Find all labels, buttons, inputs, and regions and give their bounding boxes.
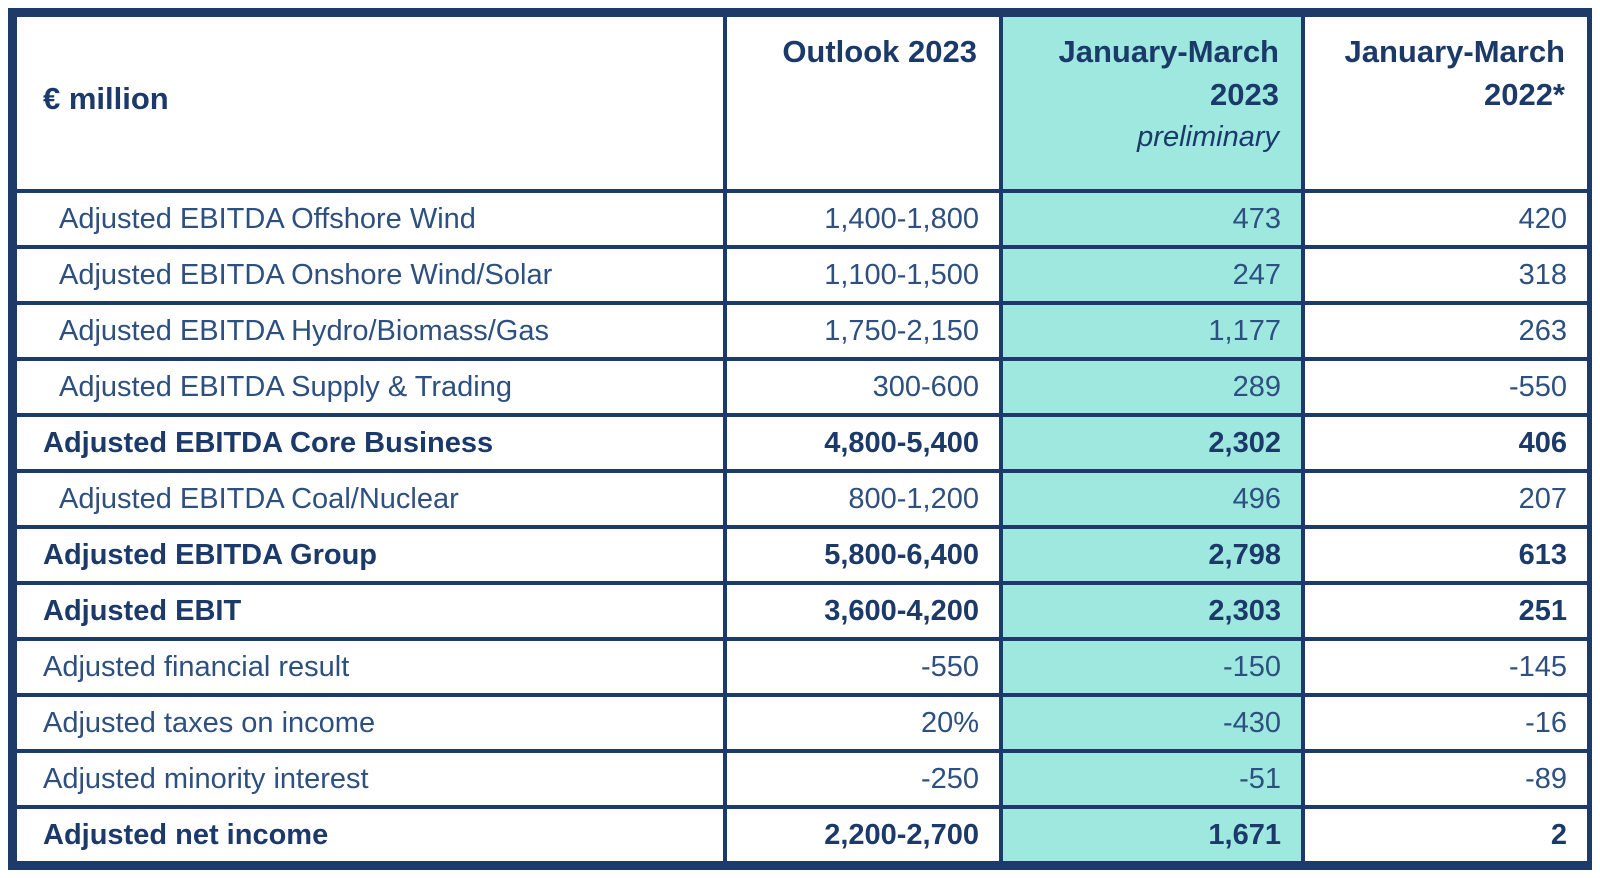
jan-mar-2023-preliminary-value: -150 — [999, 637, 1305, 697]
jan-mar-2023-preliminary-value: 496 — [999, 469, 1305, 529]
jan-mar-2022-value: 251 — [1301, 581, 1591, 641]
row-label: Adjusted EBITDA Group — [13, 525, 727, 585]
jan-mar-2022-value: 263 — [1301, 301, 1591, 361]
jan-mar-2023-preliminary-value: 1,177 — [999, 301, 1305, 361]
jan-mar-2022-value: 318 — [1301, 245, 1591, 305]
column-header-preliminary-note: preliminary — [1137, 120, 1279, 153]
outlook-2023-value: 1,750-2,150 — [723, 301, 1003, 361]
table-row: Adjusted EBITDA Core Business 4,800-5,40… — [13, 413, 1591, 473]
outlook-2023-value: 1,100-1,500 — [723, 245, 1003, 305]
table-header: € million Outlook 2023 January-March 202… — [13, 13, 1591, 193]
column-header-outlook-2023-label: Outlook 2023 — [782, 34, 977, 69]
outlook-2023-value: 2,200-2,700 — [723, 805, 1003, 865]
header-row: € million Outlook 2023 January-March 202… — [13, 13, 1591, 193]
column-header-jan-mar-2022: January-March 2022* — [1301, 13, 1591, 193]
row-label: Adjusted EBITDA Coal/Nuclear — [13, 469, 727, 529]
jan-mar-2022-value: 406 — [1301, 413, 1591, 473]
jan-mar-2022-value: -89 — [1301, 749, 1591, 809]
row-label: Adjusted EBITDA Offshore Wind — [13, 189, 727, 249]
jan-mar-2022-value: 207 — [1301, 469, 1591, 529]
table-row: Adjusted EBIT 3,600-4,200 2,303 251 — [13, 581, 1591, 641]
table-row: Adjusted EBITDA Group 5,800-6,400 2,798 … — [13, 525, 1591, 585]
row-label: Adjusted minority interest — [13, 749, 727, 809]
financial-results-table: € million Outlook 2023 January-March 202… — [13, 13, 1591, 865]
outlook-2023-value: 4,800-5,400 — [723, 413, 1003, 473]
table-row: Adjusted EBITDA Offshore Wind 1,400-1,80… — [13, 189, 1591, 249]
table-row: Adjusted financial result -550 -150 -145 — [13, 637, 1591, 697]
jan-mar-2022-value: 2 — [1301, 805, 1591, 865]
outlook-2023-value: -550 — [723, 637, 1003, 697]
column-header-outlook-2023: Outlook 2023 — [723, 13, 1003, 193]
table-row: Adjusted taxes on income 20% -430 -16 — [13, 693, 1591, 753]
jan-mar-2023-preliminary-value: 247 — [999, 245, 1305, 305]
jan-mar-2022-value: -16 — [1301, 693, 1591, 753]
jan-mar-2022-value: -145 — [1301, 637, 1591, 697]
row-label: Adjusted EBITDA Core Business — [13, 413, 727, 473]
outlook-2023-value: 5,800-6,400 — [723, 525, 1003, 585]
jan-mar-2023-preliminary-value: 2,303 — [999, 581, 1305, 641]
table-row: Adjusted EBITDA Onshore Wind/Solar 1,100… — [13, 245, 1591, 305]
outlook-2023-value: 1,400-1,800 — [723, 189, 1003, 249]
jan-mar-2023-preliminary-value: 289 — [999, 357, 1305, 417]
row-label: Adjusted taxes on income — [13, 693, 727, 753]
jan-mar-2023-preliminary-value: 2,798 — [999, 525, 1305, 585]
column-header-jan-mar-2022-label: January-March 2022* — [1344, 34, 1565, 113]
row-label: Adjusted net income — [13, 805, 727, 865]
table-row: Adjusted EBITDA Supply & Trading 300-600… — [13, 357, 1591, 417]
row-label: Adjusted EBITDA Hydro/Biomass/Gas — [13, 301, 727, 361]
jan-mar-2023-preliminary-value: 473 — [999, 189, 1305, 249]
financial-results-table-container: € million Outlook 2023 January-March 202… — [8, 8, 1592, 870]
outlook-2023-value: 3,600-4,200 — [723, 581, 1003, 641]
jan-mar-2023-preliminary-value: 1,671 — [999, 805, 1305, 865]
outlook-2023-value: 300-600 — [723, 357, 1003, 417]
table-body: Adjusted EBITDA Offshore Wind 1,400-1,80… — [13, 189, 1591, 865]
table-row: Adjusted net income 2,200-2,700 1,671 2 — [13, 805, 1591, 865]
column-header-jan-mar-2023: January-March 2023 preliminary — [999, 13, 1305, 193]
table-row: Adjusted EBITDA Coal/Nuclear 800-1,200 4… — [13, 469, 1591, 529]
jan-mar-2022-value: 613 — [1301, 525, 1591, 585]
row-label: Adjusted financial result — [13, 637, 727, 697]
jan-mar-2022-value: 420 — [1301, 189, 1591, 249]
jan-mar-2023-preliminary-value: -430 — [999, 693, 1305, 753]
unit-header-cell: € million — [13, 13, 727, 193]
outlook-2023-value: -250 — [723, 749, 1003, 809]
jan-mar-2022-value: -550 — [1301, 357, 1591, 417]
outlook-2023-value: 800-1,200 — [723, 469, 1003, 529]
jan-mar-2023-preliminary-value: -51 — [999, 749, 1305, 809]
table-row: Adjusted EBITDA Hydro/Biomass/Gas 1,750-… — [13, 301, 1591, 361]
column-header-jan-mar-2023-label: January-March 2023 — [1058, 34, 1279, 113]
row-label: Adjusted EBIT — [13, 581, 727, 641]
outlook-2023-value: 20% — [723, 693, 1003, 753]
jan-mar-2023-preliminary-value: 2,302 — [999, 413, 1305, 473]
row-label: Adjusted EBITDA Supply & Trading — [13, 357, 727, 417]
row-label: Adjusted EBITDA Onshore Wind/Solar — [13, 245, 727, 305]
table-row: Adjusted minority interest -250 -51 -89 — [13, 749, 1591, 809]
